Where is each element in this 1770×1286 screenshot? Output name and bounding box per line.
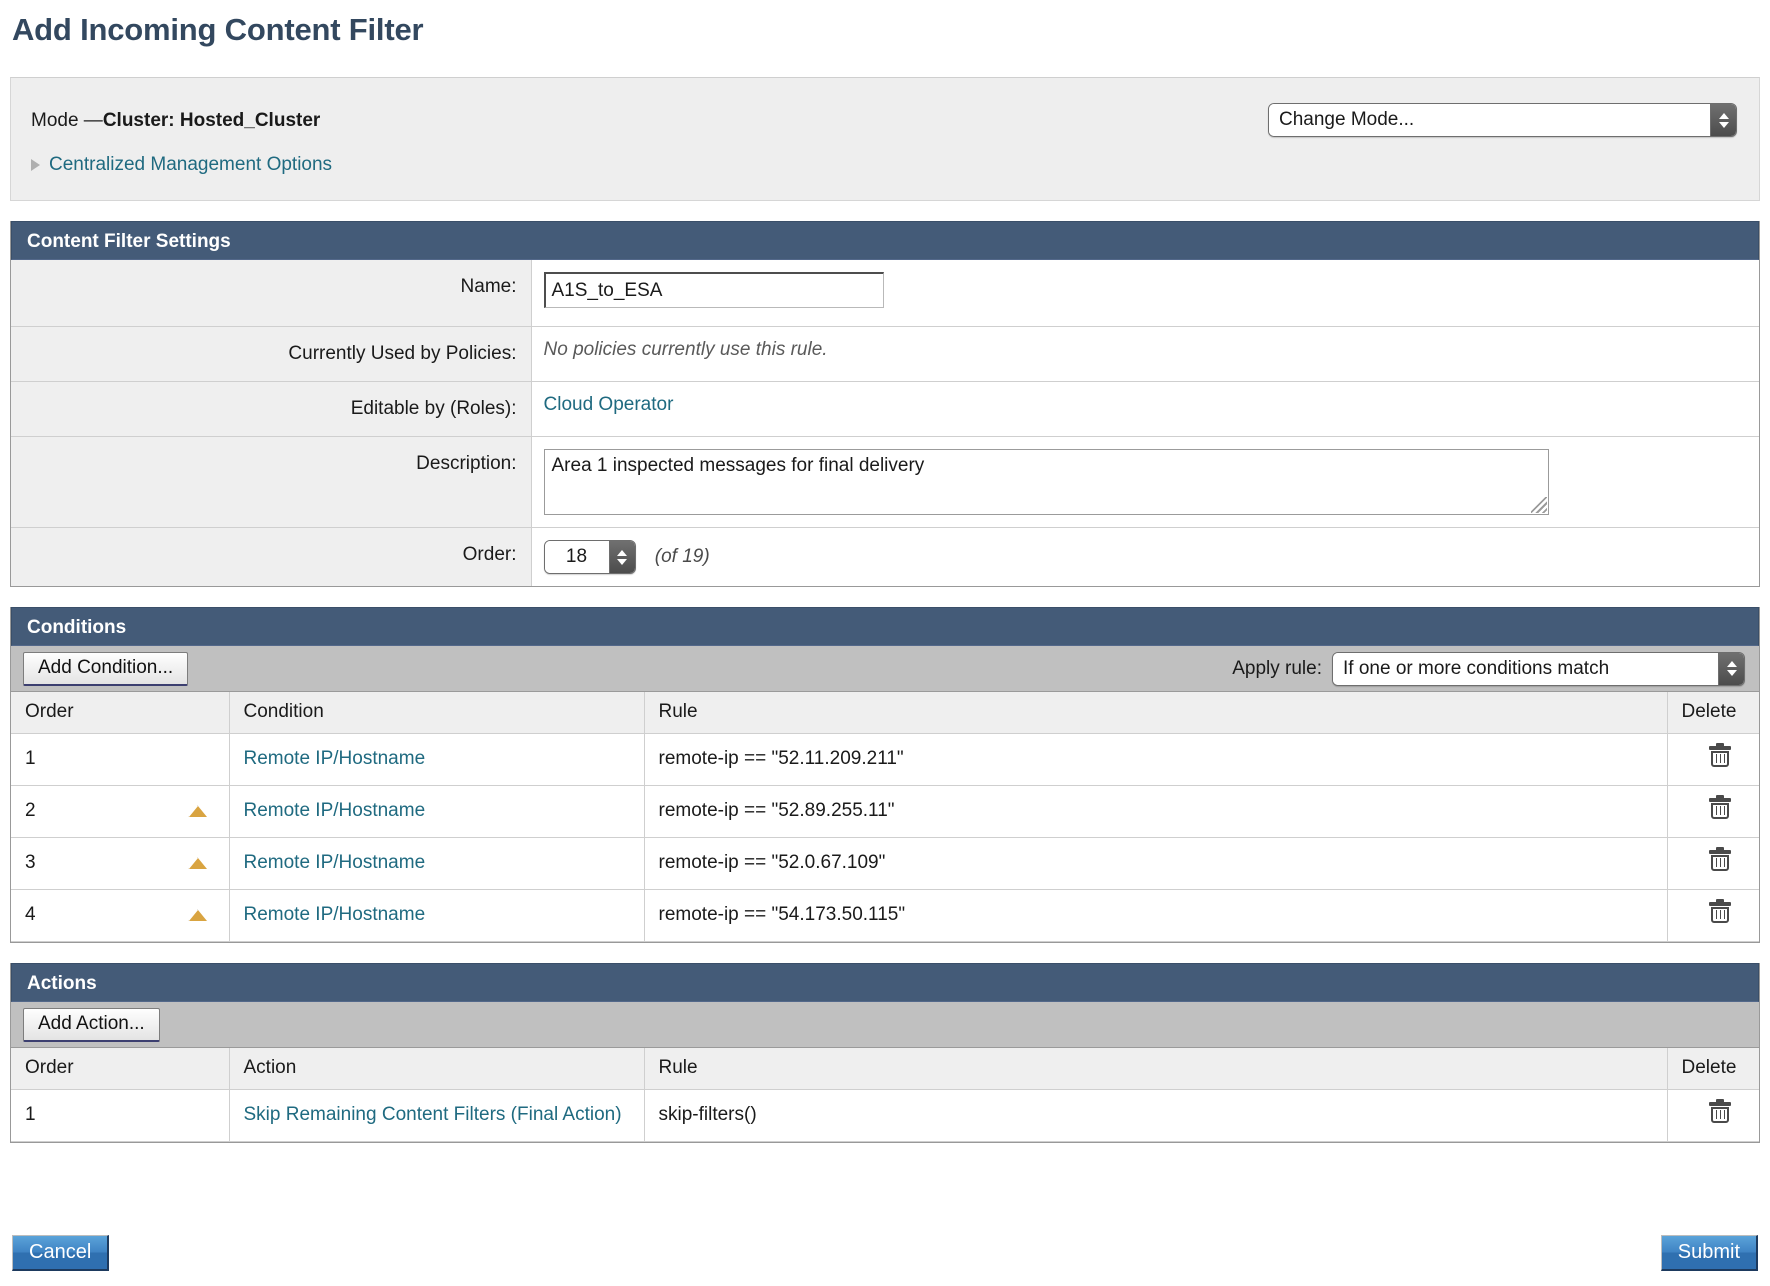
actions-table-header-row: Order Action Rule Delete: [11, 1048, 1759, 1090]
cancel-button[interactable]: Cancel: [12, 1235, 110, 1271]
condition-order: 1: [25, 748, 36, 769]
action-order: 1: [11, 1089, 230, 1142]
apply-rule-select[interactable]: If one or more conditions match: [1332, 651, 1745, 686]
apply-rule-label: Apply rule:: [1232, 657, 1322, 679]
order-stepper-value: 18: [544, 541, 609, 573]
delete-icon[interactable]: [1709, 847, 1732, 872]
centralized-management-options-link[interactable]: Centralized Management Options: [49, 154, 333, 175]
actions-table-body: 1 Skip Remaining Content Filters (Final …: [11, 1089, 1759, 1142]
conditions-table-header-row: Order Condition Rule Delete: [11, 692, 1759, 734]
table-row: 1 Skip Remaining Content Filters (Final …: [11, 1089, 1759, 1142]
conditions-table: Order Condition Rule Delete 1 Remote IP/…: [11, 692, 1759, 942]
footer-actions: Cancel Submit: [10, 1235, 1760, 1271]
description-text: Area 1 inspected messages for final deli…: [551, 455, 925, 476]
conditions-col-delete: Delete: [1667, 692, 1759, 734]
resize-grip-icon[interactable]: [1530, 497, 1547, 513]
updown-arrows-icon: [1718, 652, 1744, 685]
delete-icon[interactable]: [1709, 1099, 1732, 1124]
order-label: Order:: [11, 527, 532, 586]
table-row: 1 Remote IP/Hostname remote-ip == "52.11…: [11, 733, 1759, 786]
content-filter-settings-panel: Content Filter Settings Name: A1S_to_ESA…: [10, 221, 1760, 587]
conditions-col-order: Order: [11, 692, 230, 734]
mode-label: Mode —: [31, 110, 103, 131]
form-row-description: Description: Area 1 inspected messages f…: [11, 436, 1759, 528]
action-rule: skip-filters(): [644, 1089, 1668, 1142]
condition-order: 2: [25, 800, 36, 821]
mode-line: Mode —Cluster: Hosted_Cluster: [31, 110, 320, 132]
updown-arrows-icon[interactable]: [608, 541, 635, 573]
delete-icon[interactable]: [1709, 743, 1732, 768]
delete-icon[interactable]: [1709, 899, 1732, 924]
conditions-toolbar: Add Condition... Apply rule: If one or m…: [11, 646, 1759, 692]
conditions-header: Conditions: [11, 607, 1759, 646]
form-row-name: Name: A1S_to_ESA: [11, 260, 1759, 327]
form-row-order: Order: 18 (of 19): [11, 527, 1759, 586]
roles-value-link[interactable]: Cloud Operator: [543, 394, 674, 415]
form-row-policies: Currently Used by Policies: No policies …: [11, 326, 1759, 382]
page-title: Add Incoming Content Filter: [12, 12, 424, 47]
conditions-panel: Conditions Add Condition... Apply rule: …: [10, 607, 1760, 943]
submit-button[interactable]: Submit: [1660, 1235, 1758, 1271]
updown-arrows-icon: [1710, 104, 1736, 136]
conditions-col-rule: Rule: [644, 692, 1668, 734]
table-row: 2 Remote IP/Hostname remote-ip == "52.89…: [11, 785, 1759, 838]
chevron-right-icon: [31, 159, 40, 171]
settings-form: Name: A1S_to_ESA Currently Used by Polic…: [11, 260, 1759, 586]
name-value-cell: A1S_to_ESA: [531, 260, 1759, 327]
mode-value: Cluster: Hosted_Cluster: [102, 110, 321, 131]
policies-value: No policies currently use this rule.: [543, 339, 828, 360]
actions-toolbar: Add Action...: [11, 1002, 1759, 1048]
move-up-icon[interactable]: [188, 909, 207, 921]
move-up-icon[interactable]: [188, 805, 207, 817]
table-row: 4 Remote IP/Hostname remote-ip == "54.17…: [11, 889, 1759, 942]
conditions-col-condition: Condition: [229, 692, 645, 734]
actions-col-delete: Delete: [1667, 1048, 1759, 1090]
add-condition-button[interactable]: Add Condition...: [23, 651, 189, 686]
content-filter-settings-header: Content Filter Settings: [11, 221, 1759, 260]
description-textarea[interactable]: Area 1 inspected messages for final deli…: [543, 449, 1549, 515]
actions-panel: Actions Add Action... Order Action Rule …: [10, 963, 1760, 1143]
mode-bar: Mode —Cluster: Hosted_Cluster Centralize…: [10, 77, 1760, 201]
order-stepper[interactable]: 18: [543, 540, 636, 574]
condition-link[interactable]: Remote IP/Hostname: [243, 904, 426, 925]
description-label: Description:: [11, 436, 532, 528]
condition-order: 3: [25, 852, 36, 873]
centralized-management-options-row[interactable]: Centralized Management Options: [31, 154, 332, 176]
change-mode-select[interactable]: Change Mode...: [1268, 103, 1737, 137]
table-row: 3 Remote IP/Hostname remote-ip == "52.0.…: [11, 837, 1759, 890]
condition-order: 4: [25, 904, 36, 925]
change-mode-select-value: Change Mode...: [1269, 104, 1710, 136]
actions-col-rule: Rule: [644, 1048, 1668, 1090]
condition-link[interactable]: Remote IP/Hostname: [243, 800, 426, 821]
actions-table: Order Action Rule Delete 1 Skip Remainin…: [11, 1048, 1759, 1142]
policies-label: Currently Used by Policies:: [11, 326, 532, 382]
order-total-note: (of 19): [654, 546, 710, 567]
condition-rule: remote-ip == "52.11.209.211": [644, 733, 1668, 786]
add-action-button[interactable]: Add Action...: [23, 1007, 160, 1042]
roles-label: Editable by (Roles):: [11, 381, 532, 437]
condition-rule: remote-ip == "54.173.50.115": [644, 889, 1668, 942]
action-link[interactable]: Skip Remaining Content Filters (Final Ac…: [243, 1104, 622, 1125]
name-label: Name:: [11, 260, 532, 327]
actions-col-order: Order: [11, 1048, 230, 1090]
delete-icon[interactable]: [1709, 795, 1732, 820]
move-up-icon[interactable]: [188, 857, 207, 869]
name-input[interactable]: A1S_to_ESA: [543, 272, 884, 308]
conditions-table-body: 1 Remote IP/Hostname remote-ip == "52.11…: [11, 733, 1759, 942]
condition-link[interactable]: Remote IP/Hostname: [243, 748, 426, 769]
actions-header: Actions: [11, 963, 1759, 1002]
actions-col-action: Action: [229, 1048, 645, 1090]
apply-rule-group: Apply rule: If one or more conditions ma…: [1232, 651, 1745, 686]
condition-rule: remote-ip == "52.0.67.109": [644, 837, 1668, 890]
condition-link[interactable]: Remote IP/Hostname: [243, 852, 426, 873]
condition-rule: remote-ip == "52.89.255.11": [644, 785, 1668, 838]
apply-rule-select-value: If one or more conditions match: [1333, 652, 1718, 685]
form-row-roles: Editable by (Roles): Cloud Operator: [11, 381, 1759, 437]
